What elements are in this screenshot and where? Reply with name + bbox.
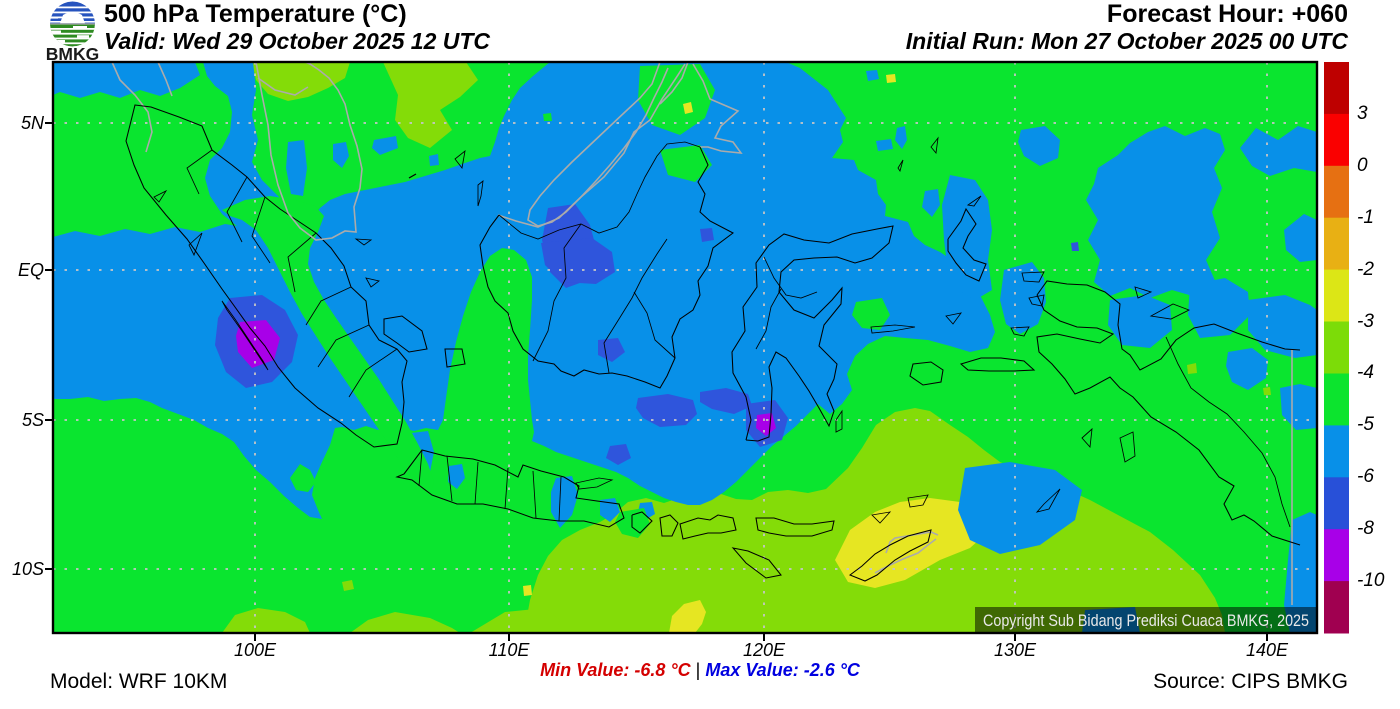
svg-text:BMKG: BMKG	[46, 44, 99, 63]
svg-text:Copyright Sub Bidang Prediksi: Copyright Sub Bidang Prediksi Cuaca BMKG…	[983, 611, 1309, 630]
